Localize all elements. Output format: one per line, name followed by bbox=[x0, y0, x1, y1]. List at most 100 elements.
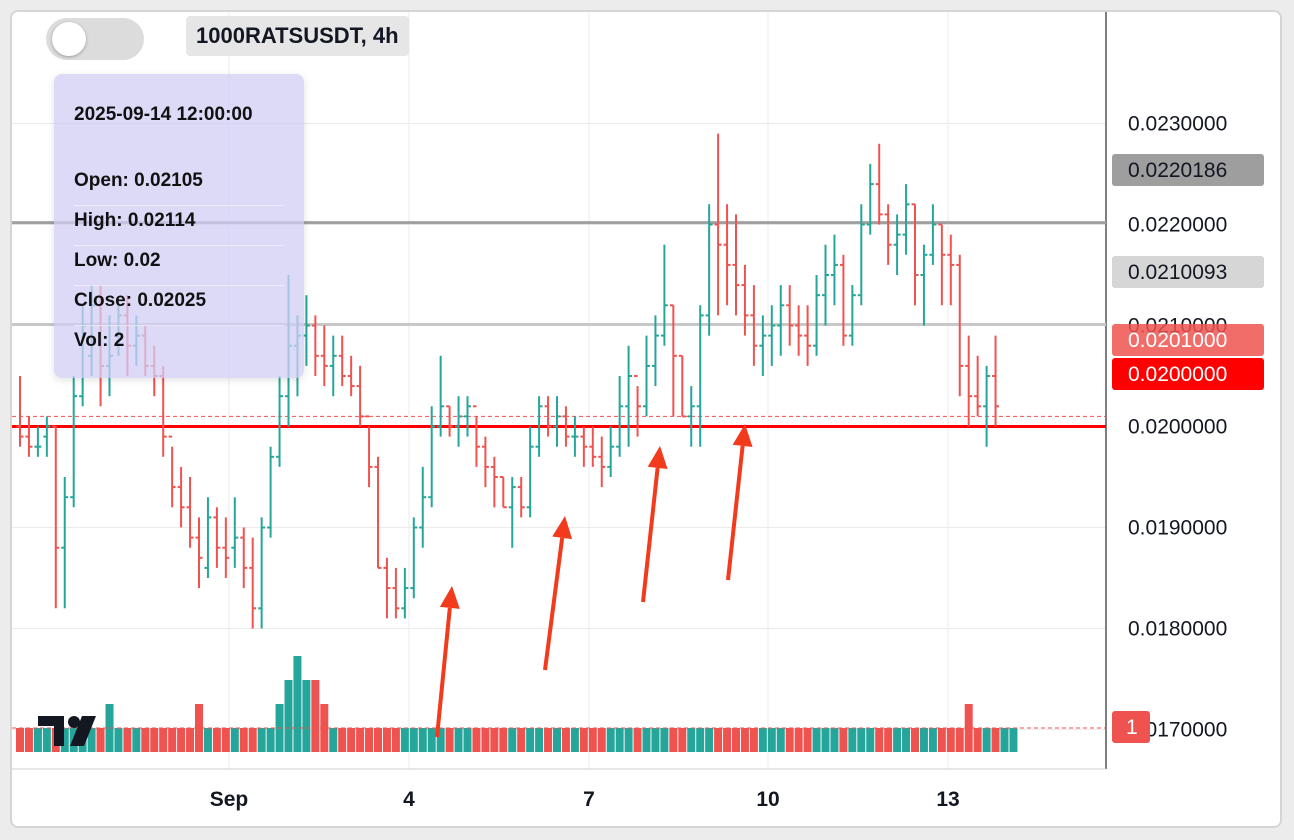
volume-bar bbox=[687, 728, 696, 752]
volume-bar bbox=[964, 704, 973, 752]
volume-bar bbox=[391, 728, 400, 752]
volume-bar bbox=[857, 728, 866, 752]
volume-bar bbox=[87, 728, 96, 752]
volume-bar bbox=[1000, 728, 1009, 752]
volume-bar bbox=[266, 728, 275, 752]
volume-bar bbox=[633, 728, 642, 752]
volume-bar bbox=[347, 728, 356, 752]
volume-bar bbox=[973, 728, 982, 752]
volume-bar bbox=[436, 728, 445, 752]
annotation-arrow-shaft bbox=[543, 537, 565, 671]
volume-bar bbox=[955, 728, 964, 752]
volume-bar bbox=[212, 728, 221, 752]
volume-bar bbox=[1009, 728, 1018, 752]
volume-bar bbox=[195, 704, 203, 752]
annotation-arrow-head bbox=[439, 586, 460, 609]
volume-bar bbox=[839, 728, 848, 752]
volume-bar bbox=[821, 728, 830, 752]
volume-bar bbox=[445, 728, 454, 752]
volume-bar bbox=[794, 728, 803, 752]
volume-bar bbox=[732, 728, 740, 752]
y-tick-label: 0.0200000 bbox=[1128, 416, 1227, 439]
volume-bar bbox=[257, 728, 266, 752]
volume-bar bbox=[186, 728, 195, 752]
chart-frame: 0.02300000.02200000.02100000.02000000.01… bbox=[10, 10, 1282, 828]
x-tick-label: Sep bbox=[210, 788, 249, 811]
volume-bar bbox=[561, 728, 570, 752]
price-tag bbox=[1112, 154, 1264, 186]
volume-bar bbox=[812, 728, 821, 752]
volume-bar bbox=[785, 728, 794, 752]
volume-bar bbox=[33, 728, 42, 752]
volume-bar bbox=[517, 728, 526, 752]
volume-bar bbox=[248, 728, 257, 752]
price-tag bbox=[1112, 358, 1264, 390]
volume-tag bbox=[1112, 711, 1150, 743]
volume-bar bbox=[168, 728, 177, 752]
volume-bar bbox=[767, 728, 776, 752]
symbol-interval-label[interactable]: 1000RATSUSDT, 4h bbox=[186, 16, 409, 56]
ohlc-chart[interactable]: 0.02300000.02200000.02100000.02000000.01… bbox=[12, 12, 1282, 828]
volume-bar bbox=[382, 728, 391, 752]
toggle-knob[interactable] bbox=[52, 22, 86, 56]
volume-bar bbox=[418, 728, 427, 752]
volume-bar bbox=[463, 728, 472, 752]
volume-bar bbox=[875, 728, 884, 752]
x-tick-label: 7 bbox=[583, 788, 595, 811]
annotation-arrow-shaft bbox=[435, 607, 452, 738]
volume-bar bbox=[705, 728, 714, 752]
volume-bar bbox=[696, 728, 705, 752]
volume-bar bbox=[740, 728, 749, 752]
volume-bar bbox=[221, 728, 230, 752]
volume-bar bbox=[409, 728, 418, 752]
volume-bar bbox=[544, 728, 553, 752]
volume-bar bbox=[114, 728, 123, 752]
volume-bar bbox=[919, 728, 928, 752]
annotation-arrow-shaft bbox=[726, 445, 745, 581]
volume-bar bbox=[714, 728, 723, 752]
volume-bar bbox=[848, 728, 857, 752]
volume-bar bbox=[203, 728, 212, 752]
volume-bar bbox=[678, 728, 687, 752]
volume-bar bbox=[776, 728, 785, 752]
tooltip-close: Close: 0.02025 bbox=[74, 286, 284, 326]
volume-bar bbox=[535, 728, 544, 752]
price-tag-label: 0.0210093 bbox=[1128, 261, 1227, 284]
price-tag bbox=[1112, 324, 1264, 356]
volume-bar bbox=[651, 728, 660, 752]
volume-bar bbox=[991, 728, 1000, 752]
volume-bar bbox=[946, 728, 955, 752]
volume-bar bbox=[597, 728, 606, 752]
toggle-switch[interactable] bbox=[46, 18, 144, 60]
x-tick-label: 10 bbox=[756, 788, 779, 811]
volume-bar bbox=[329, 728, 338, 752]
volume-bar bbox=[553, 728, 561, 752]
volume-bar bbox=[239, 728, 248, 752]
volume-bar bbox=[284, 680, 293, 752]
volume-bar bbox=[427, 728, 436, 752]
volume-tag-label: 1 bbox=[1126, 716, 1138, 739]
y-tick-label: 0.0230000 bbox=[1128, 113, 1227, 136]
volume-bar bbox=[96, 728, 105, 752]
volume-bar bbox=[588, 728, 597, 752]
volume-bar bbox=[866, 728, 875, 752]
y-tick-label: 0.0220000 bbox=[1128, 214, 1227, 237]
volume-bar bbox=[606, 728, 615, 752]
volume-bar bbox=[911, 728, 919, 752]
volume-bar bbox=[105, 704, 114, 752]
volume-bar bbox=[141, 728, 150, 752]
volume-bar bbox=[723, 728, 732, 752]
volume-bar bbox=[16, 728, 24, 752]
volume-bar bbox=[159, 728, 168, 752]
annotation-arrow-head bbox=[552, 516, 573, 540]
volume-bar bbox=[400, 728, 409, 752]
volume-bar bbox=[311, 680, 320, 752]
tooltip-vol: Vol: 2 bbox=[74, 330, 125, 351]
volume-bar bbox=[579, 728, 588, 752]
volume-bar bbox=[830, 728, 839, 752]
volume-bar bbox=[642, 728, 651, 752]
volume-bar bbox=[893, 728, 902, 752]
volume-bar bbox=[570, 728, 579, 752]
annotation-arrow-head bbox=[732, 424, 753, 447]
volume-bar bbox=[338, 728, 347, 752]
